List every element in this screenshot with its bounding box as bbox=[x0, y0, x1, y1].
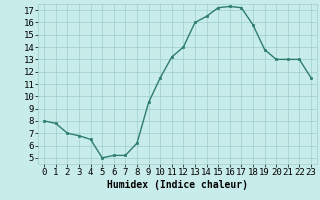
X-axis label: Humidex (Indice chaleur): Humidex (Indice chaleur) bbox=[107, 180, 248, 190]
